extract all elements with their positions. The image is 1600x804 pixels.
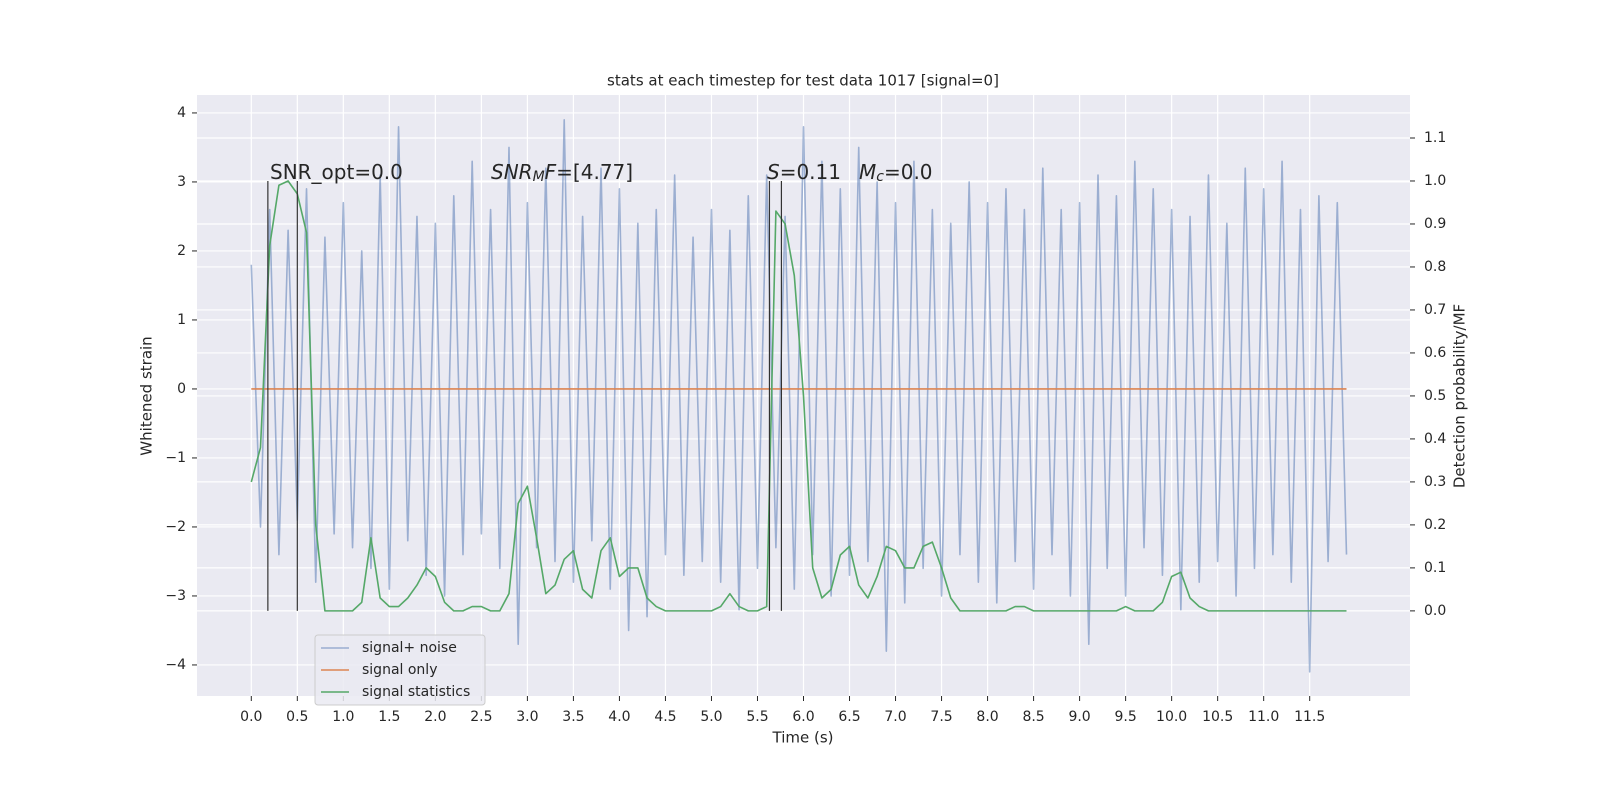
x-tick-label: 2.0: [424, 709, 446, 725]
y-tick-label: −2: [165, 519, 186, 535]
x-tick-label: 8.5: [1022, 709, 1044, 725]
series-line: [250, 119, 1348, 673]
x-tick-label: 6.5: [838, 709, 860, 725]
annotation-part: =[4.77]: [556, 160, 633, 184]
y-axis-label: Whitened strain: [138, 336, 156, 455]
y2-tick-label: 0.5: [1424, 388, 1446, 404]
y2-tick-label: 0.3: [1424, 474, 1446, 490]
x-tick-label: 0.0: [240, 709, 262, 725]
legend-box: [314, 634, 486, 706]
annotation-part: =0.11: [780, 160, 841, 184]
annotation-part: c: [876, 169, 884, 185]
y2-tick-label: 0.9: [1424, 216, 1446, 232]
x-tick-label: 1.0: [332, 709, 354, 725]
y-tick-label: 0: [177, 381, 186, 397]
y2-tick-label: 0.1: [1424, 560, 1446, 576]
x-tick-label: 5.0: [700, 709, 722, 725]
annotation-part: SNR: [491, 160, 533, 184]
y2-axis-label: Detection probability/MF: [1451, 304, 1469, 488]
y-tick-label: 1: [177, 312, 186, 328]
x-tick-label: 7.5: [930, 709, 952, 725]
chart-title: stats at each timestep for test data 101…: [607, 72, 999, 90]
y-tick-label: 3: [177, 174, 186, 190]
y2-tick-label: 1.0: [1424, 173, 1446, 189]
y-tick-label: 4: [177, 105, 186, 121]
y2-tick-label: 0.2: [1424, 517, 1446, 533]
annotation-part: F: [545, 160, 557, 184]
annotation-part: S: [767, 160, 780, 184]
x-tick-label: 3.5: [562, 709, 584, 725]
x-tick-label: 10.0: [1156, 709, 1187, 725]
x-tick-label: 2.5: [470, 709, 492, 725]
annotation-part: =0.0: [884, 160, 933, 184]
x-axis-label: Time (s): [772, 729, 834, 747]
x-tick-label: 11.0: [1248, 709, 1279, 725]
y2-tick-label: 0.8: [1424, 259, 1446, 275]
x-tick-label: 9.5: [1114, 709, 1136, 725]
legend-label: signal statistics: [362, 684, 470, 700]
y2-tick-label: 0.6: [1424, 345, 1446, 361]
y2-tick-label: 1.1: [1424, 130, 1446, 146]
annotation: SNRMF=[4.77]: [491, 160, 633, 186]
annotation: S=0.11: [767, 160, 841, 184]
y2-tick-label: 0.7: [1424, 302, 1446, 318]
y2-tick-label: 0.4: [1424, 431, 1446, 447]
annotation-part: SNR_opt=0.0: [270, 160, 403, 184]
x-tick-label: 6.0: [792, 709, 814, 725]
x-tick-label: 4.5: [654, 709, 676, 725]
x-tick-label: 11.5: [1294, 709, 1325, 725]
x-tick-label: 7.0: [884, 709, 906, 725]
legend-label: signal only: [362, 662, 437, 678]
x-tick-label: 3.0: [516, 709, 538, 725]
y-tick-label: −4: [165, 657, 186, 673]
y-tick-label: −1: [165, 450, 186, 466]
annotation-part: M: [859, 160, 876, 184]
y2-tick-label: 0.0: [1424, 603, 1446, 619]
x-tick-label: 5.5: [746, 709, 768, 725]
x-tick-label: 8.0: [976, 709, 998, 725]
annotation-part: M: [533, 169, 545, 185]
x-tick-label: 1.5: [378, 709, 400, 725]
annotation: Mc=0.0: [859, 160, 933, 186]
annotation: SNR_opt=0.0: [270, 160, 403, 184]
x-tick-label: 10.5: [1202, 709, 1233, 725]
y-tick-label: 2: [177, 243, 186, 259]
x-tick-label: 0.5: [286, 709, 308, 725]
series-line: [250, 180, 1347, 612]
legend-label: signal+ noise: [362, 640, 457, 656]
x-tick-label: 9.0: [1068, 709, 1090, 725]
y-tick-label: −3: [165, 588, 186, 604]
x-tick-label: 4.0: [608, 709, 630, 725]
